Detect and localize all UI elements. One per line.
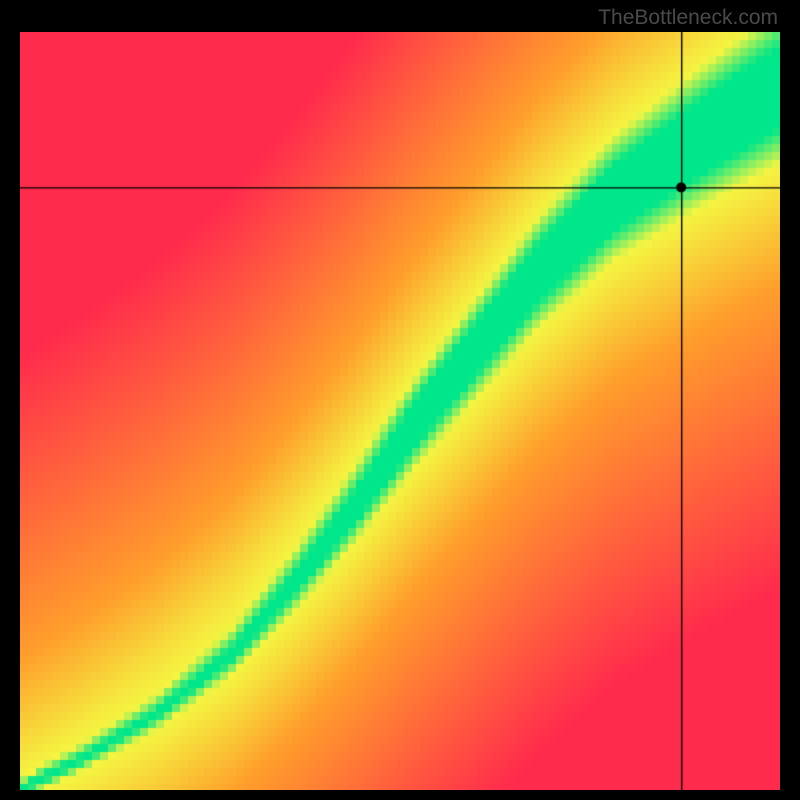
watermark-text: TheBottleneck.com bbox=[598, 6, 778, 30]
bottleneck-heatmap bbox=[20, 32, 780, 790]
chart-container: TheBottleneck.com bbox=[0, 0, 800, 800]
